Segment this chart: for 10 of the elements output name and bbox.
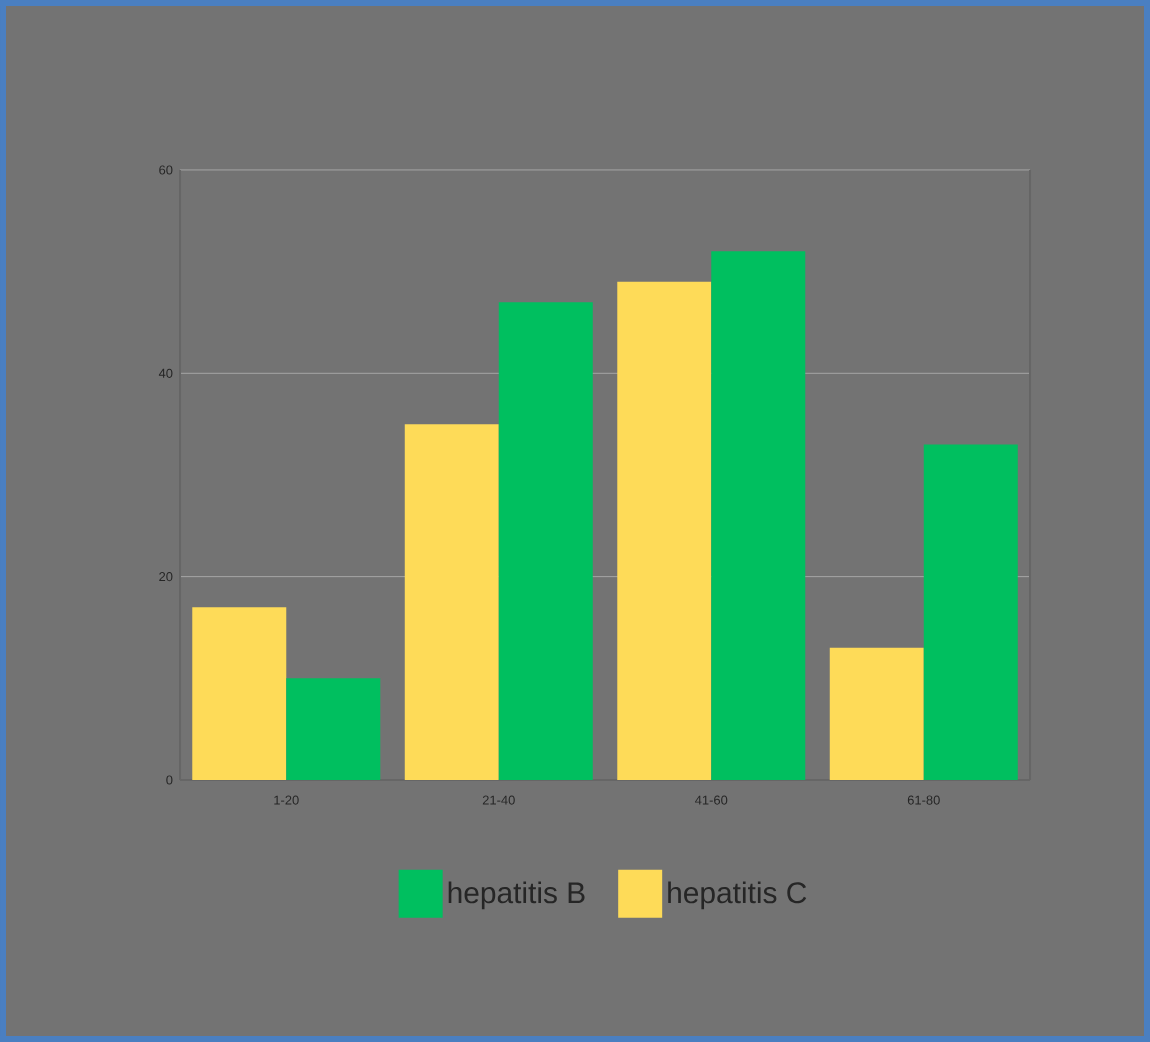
bar [617, 281, 712, 780]
bar [829, 647, 924, 780]
bar [286, 678, 381, 780]
legend-label: hepatitis C [668, 881, 807, 910]
bar [192, 607, 287, 780]
bar [923, 444, 1018, 780]
legend-label: hepatitis B [448, 881, 585, 910]
bar [498, 302, 593, 780]
bar [404, 424, 499, 780]
bar [711, 251, 806, 780]
